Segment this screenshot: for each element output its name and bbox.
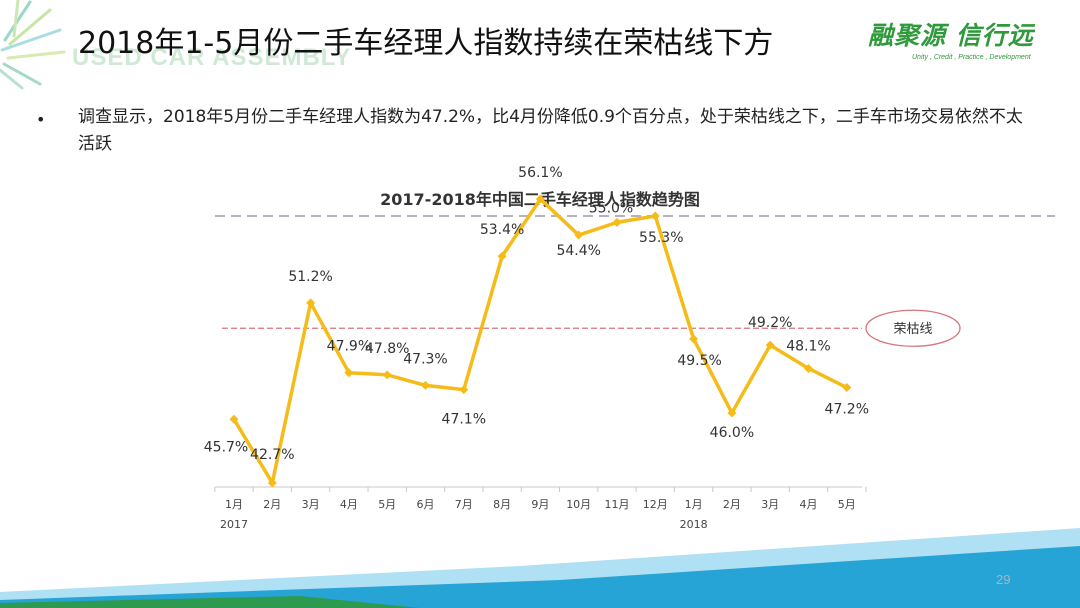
data-point [229,414,239,424]
x-tick-label: 5月 [378,498,396,511]
bullet-marker: • [36,110,46,129]
data-point [382,370,392,380]
x-tick-label: 11月 [605,498,630,511]
logo-text: 融聚源 信行远 [868,21,1034,50]
data-label: 56.1% [518,165,562,181]
x-tick-label: 9月 [531,498,549,511]
decorative-burst [0,0,66,90]
x-tick-label: 5月 [838,498,856,511]
slide-title: 2018年1-5月份二手车经理人指数持续在荣枯线下方 [78,26,774,61]
threshold-callout [865,309,961,347]
data-label: 47.1% [442,412,486,428]
page-number: 29 [996,572,1011,587]
band-green [0,596,420,608]
data-label: 55.3% [639,230,683,246]
data-point [727,408,737,418]
data-point [459,385,469,395]
x-tick-label: 3月 [761,498,779,511]
x-tick-label: 2月 [723,498,741,511]
x-tick-label: 6月 [417,498,435,511]
data-label: 47.9% [327,339,371,355]
data-label: 46.0% [710,425,754,441]
data-label: 47.2% [825,402,869,418]
x-tick-label: 3月 [302,498,320,511]
logo-tagline: Unity , Credit , Practice , Development [912,54,1031,61]
x-tick-label: 1月 [685,498,703,511]
x-tick-label: 12月 [643,498,668,511]
background-watermark: USED CAR ASSEMBLY [72,44,352,71]
x-tick-label: 2月 [263,498,281,511]
data-label: 45.7% [204,439,248,455]
data-point [267,478,277,488]
band-dark [0,546,1080,608]
data-point [497,251,507,261]
x-tick-label: 10月 [566,498,591,511]
data-label: 49.5% [677,353,721,369]
data-point [535,194,545,204]
data-point [306,298,316,308]
bullet-text: 调查显示，2018年5月份二手车经理人指数为47.2%，比4月份降低0.9个百分… [78,107,1023,154]
x-year-label: 2017 [220,518,248,531]
data-point [804,363,813,373]
data-point [574,230,584,240]
x-year-label: 2018 [680,518,708,531]
data-label: 47.8% [365,341,409,357]
x-tick-label: 7月 [455,498,473,511]
data-label: 48.1% [786,338,830,354]
data-label: 51.2% [288,269,332,285]
bottom-decorative-band [0,528,1080,608]
data-point [689,334,699,344]
x-tick-label: 4月 [340,498,358,511]
data-label: 47.3% [403,351,447,367]
data-label: 53.4% [480,222,524,238]
threshold-label: 荣枯线 [893,322,932,337]
data-label: 55.0% [589,200,633,216]
data-point [650,211,660,221]
data-point [421,380,430,390]
company-logo: 融聚源 信行远 Unity , Credit , Practice , Deve… [868,16,1048,61]
data-label: 54.4% [556,243,600,259]
data-label: 49.2% [748,315,792,331]
data-point [344,368,354,378]
data-point [842,383,852,393]
x-tick-label: 8月 [493,498,511,511]
data-point [765,340,775,350]
x-tick-label: 4月 [800,498,818,511]
x-tick-label: 1月 [225,498,243,511]
data-point [612,217,622,227]
data-label: 42.7% [250,447,294,463]
